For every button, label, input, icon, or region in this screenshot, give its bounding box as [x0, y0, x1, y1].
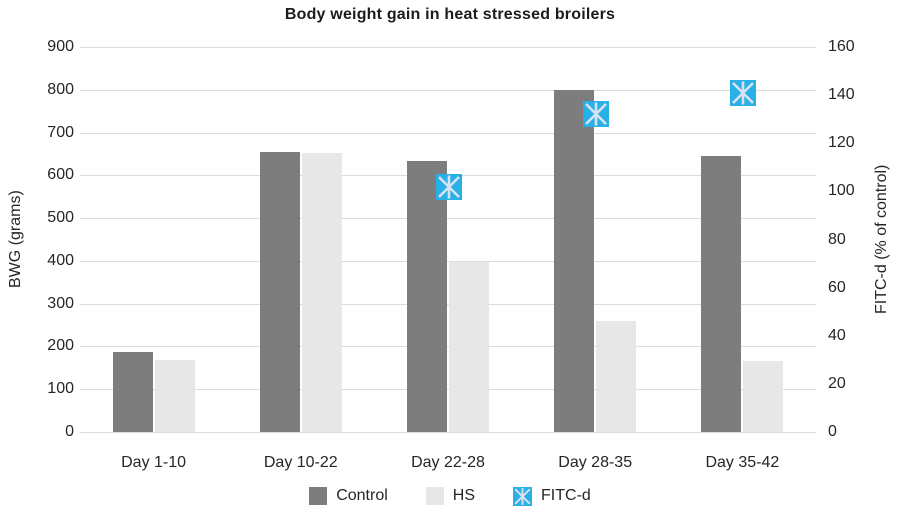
fitc-d-marker-icon: [583, 101, 610, 128]
legend-swatch-control: [309, 487, 328, 505]
x-tick-label-day-35-42: Day 35-42: [705, 454, 780, 471]
bar-hs-day-28-35: [596, 320, 637, 432]
x-tick-label-day-1-10: Day 1-10: [121, 454, 187, 471]
gridline-400: [80, 260, 816, 262]
y-axis-left-tick-label: 0: [65, 423, 74, 440]
fitc-d-marker-icon: [730, 79, 757, 106]
gridline-300: [80, 303, 816, 305]
gridline-800: [80, 89, 816, 91]
legend: Control HS FITC-d: [0, 486, 900, 506]
x-tick-label-day-22-28: Day 22-28: [411, 454, 485, 471]
y-axis-left-tick-label: 600: [47, 166, 74, 184]
y-axis-right-tick-label: 40: [828, 326, 846, 344]
legend-label-fitc-d: FITC-d: [541, 487, 591, 504]
y-axis-right-tick-label: 0: [828, 423, 837, 440]
y-axis-right-tick-label: 80: [828, 230, 846, 248]
legend-swatch-hs: [425, 487, 444, 505]
gridline-700: [80, 132, 816, 134]
gridline-100: [80, 389, 816, 391]
bar-control-day-1-10: [112, 351, 153, 432]
y-axis-left-tick-label: 700: [47, 123, 74, 141]
scatter-marker-day-22-28: [436, 173, 462, 200]
legend-item-fitc-d: FITC-d: [513, 486, 591, 506]
bar-control-day-10-22: [259, 151, 300, 432]
y-axis-left-tick-label: 500: [47, 209, 74, 227]
gridline-500: [80, 218, 816, 220]
bar-hs-day-10-22: [301, 153, 342, 432]
scatter-marker-day-28-35: [583, 101, 610, 128]
bar-hs-day-35-42: [743, 361, 784, 432]
bar-hs-day-1-10: [154, 360, 195, 432]
y-axis-right-tick-label: 160: [828, 38, 855, 55]
gridline-200: [80, 346, 816, 348]
legend-item-hs: HS: [425, 486, 476, 506]
y-axis-right-title: FITC-d (% of control): [873, 164, 890, 315]
y-axis-right-tick-label: 120: [828, 134, 855, 152]
legend-label-hs: HS: [452, 487, 476, 504]
chart-title: Body weight gain in heat stressed broile…: [284, 6, 616, 23]
y-axis-left-tick-label: 300: [47, 294, 74, 312]
y-axis-right-tick-label: 140: [828, 86, 855, 104]
fitc-d-marker-icon: [436, 173, 462, 200]
y-axis-left-tick-label: 100: [47, 380, 74, 398]
legend-item-control: Control: [309, 486, 388, 506]
scatter-marker-day-35-42: [730, 79, 757, 106]
y-axis-left-title: BWG (grams): [7, 190, 24, 289]
legend-label-control: Control: [336, 487, 388, 504]
y-axis-left-tick-label: 800: [47, 80, 74, 98]
bar-control-day-28-35: [554, 89, 595, 432]
y-axis-right-tick-label: 60: [828, 278, 846, 296]
gridline-900: [80, 47, 816, 48]
x-tick-label-day-28-35: Day 28-35: [558, 454, 633, 471]
y-axis-left-tick-label: 200: [47, 337, 74, 355]
y-axis-left-tick-label: 400: [47, 251, 74, 269]
y-axis-left-tick-label: 900: [47, 38, 74, 55]
y-axis-right-tick-label: 20: [828, 374, 846, 392]
bar-control-day-35-42: [701, 156, 742, 432]
bar-control-day-22-28: [407, 161, 447, 432]
fitc-d-marker-icon: [513, 486, 533, 506]
bar-hs-day-22-28: [449, 261, 489, 432]
x-tick-label-day-10-22: Day 10-22: [263, 454, 338, 471]
gridline-0: [80, 432, 816, 433]
y-axis-right-tick-label: 100: [828, 182, 855, 200]
